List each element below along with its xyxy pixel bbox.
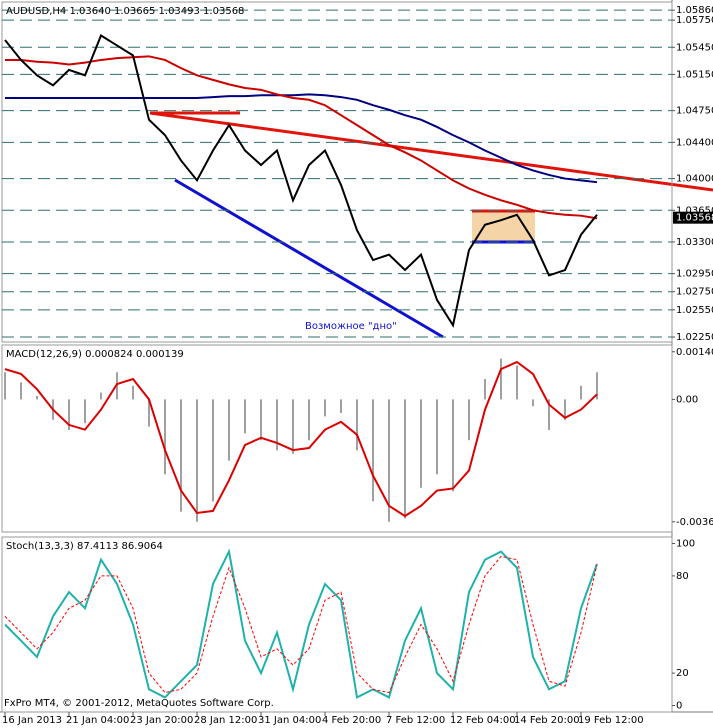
histogram-bar bbox=[100, 392, 102, 400]
histogram-bar bbox=[228, 399, 230, 461]
histogram-bar bbox=[372, 399, 374, 502]
histogram-bar bbox=[20, 382, 22, 400]
y-tick-label: 1.03300 bbox=[676, 237, 713, 248]
histogram-bar bbox=[404, 399, 406, 519]
footer: FxPro MT4, © 2001-2012, MetaQuotes Softw… bbox=[4, 698, 274, 709]
histogram-bar bbox=[356, 399, 358, 451]
histogram-bar bbox=[148, 399, 150, 427]
y-tick-label: 1.05750 bbox=[676, 15, 713, 26]
y-tick-label: 1.03650 bbox=[676, 205, 713, 216]
histogram-bar bbox=[36, 396, 38, 400]
histogram-bar bbox=[180, 399, 182, 512]
panel-title: Stoch(13,3,3) 87.4113 86.9064 bbox=[6, 541, 163, 552]
series-line bbox=[5, 55, 598, 220]
y-tick-label: -0.00360 bbox=[676, 517, 713, 528]
histogram-bar bbox=[132, 385, 134, 400]
annotation: Возможное "дно" bbox=[305, 321, 397, 332]
histogram-bar bbox=[276, 399, 278, 451]
x-tick-label: 23 Jan 20:00 bbox=[130, 715, 193, 726]
x-tick-label: 4 Feb 20:00 bbox=[322, 715, 381, 726]
histogram-bar bbox=[436, 399, 438, 475]
y-tick-label: 0.00 bbox=[676, 394, 698, 405]
histogram-bar bbox=[484, 379, 486, 400]
histogram-bar bbox=[468, 399, 470, 441]
x-tick-label: 31 Jan 04:00 bbox=[258, 715, 321, 726]
x-tick-label: 16 Jan 2013 bbox=[2, 715, 62, 726]
support-line bbox=[174, 178, 444, 339]
histogram-bar bbox=[532, 399, 534, 407]
y-tick-label: 1.05450 bbox=[676, 42, 713, 53]
histogram-bar bbox=[500, 358, 502, 400]
y-tick-label: 1.02550 bbox=[676, 305, 713, 316]
histogram-bar bbox=[388, 399, 390, 522]
y-tick-label: 80 bbox=[676, 571, 689, 582]
x-tick-label: 12 Feb 04:00 bbox=[450, 715, 516, 726]
histogram-bar bbox=[4, 372, 6, 400]
y-tick-label: 1.02750 bbox=[676, 287, 713, 298]
histogram-bar bbox=[84, 399, 86, 424]
series-line bbox=[4, 555, 598, 694]
histogram-bar bbox=[164, 399, 166, 475]
y-tick-label: 1.04000 bbox=[676, 174, 713, 185]
histogram-bar bbox=[212, 399, 214, 502]
histogram-bar bbox=[324, 399, 326, 417]
panel-frame bbox=[1, 344, 673, 533]
x-tick-label: 19 Feb 12:00 bbox=[578, 715, 644, 726]
series-line bbox=[4, 548, 598, 699]
histogram-bar bbox=[564, 399, 566, 420]
last-price-label: 1.03568 bbox=[676, 213, 713, 224]
histogram-bar bbox=[452, 399, 454, 492]
y-tick-label: 0.001401 bbox=[676, 347, 713, 358]
histogram-bar bbox=[420, 399, 422, 488]
x-tick-label: 7 Feb 12:00 bbox=[386, 715, 445, 726]
x-tick-label: 21 Jan 04:00 bbox=[66, 715, 129, 726]
y-tick-label: 1.05860 bbox=[676, 5, 713, 16]
panel-title: AUDUSD,H4 1.03640 1.03665 1.03493 1.0356… bbox=[6, 6, 244, 17]
histogram-bar bbox=[596, 372, 598, 400]
resistance-line bbox=[149, 111, 713, 192]
y-tick-label: 1.05150 bbox=[676, 69, 713, 80]
y-tick-label: 20 bbox=[676, 668, 689, 679]
x-tick-label: 28 Jan 12:00 bbox=[194, 715, 257, 726]
x-tick-label: 14 Feb 20:00 bbox=[514, 715, 580, 726]
panel-frame bbox=[1, 1, 673, 343]
histogram-bar bbox=[244, 399, 246, 434]
histogram-bar bbox=[580, 385, 582, 400]
histogram-bar bbox=[340, 399, 342, 413]
drawings bbox=[149, 111, 713, 339]
series-line bbox=[4, 360, 598, 518]
histogram-bar bbox=[260, 399, 262, 441]
y-tick-label: 1.04400 bbox=[676, 137, 713, 148]
y-tick-label: 0 bbox=[676, 701, 682, 712]
y-tick-label: 1.04750 bbox=[676, 106, 713, 117]
y-tick-label: 100 bbox=[676, 538, 695, 549]
histogram-bar bbox=[548, 399, 550, 430]
histogram-bar bbox=[292, 399, 294, 454]
panel-frame bbox=[1, 536, 673, 713]
y-tick-label: 1.02950 bbox=[676, 269, 713, 280]
last-price-box bbox=[673, 211, 713, 224]
series-line bbox=[5, 93, 598, 184]
histogram-bar bbox=[308, 399, 310, 441]
histogram-bar bbox=[516, 365, 518, 400]
y-tick-label: 1.02250 bbox=[676, 332, 713, 343]
series-line bbox=[4, 34, 598, 328]
histogram-bar bbox=[68, 399, 70, 430]
histogram-bar bbox=[196, 399, 198, 522]
panel-title: MACD(12,26,9) 0.000824 0.000139 bbox=[6, 349, 184, 360]
